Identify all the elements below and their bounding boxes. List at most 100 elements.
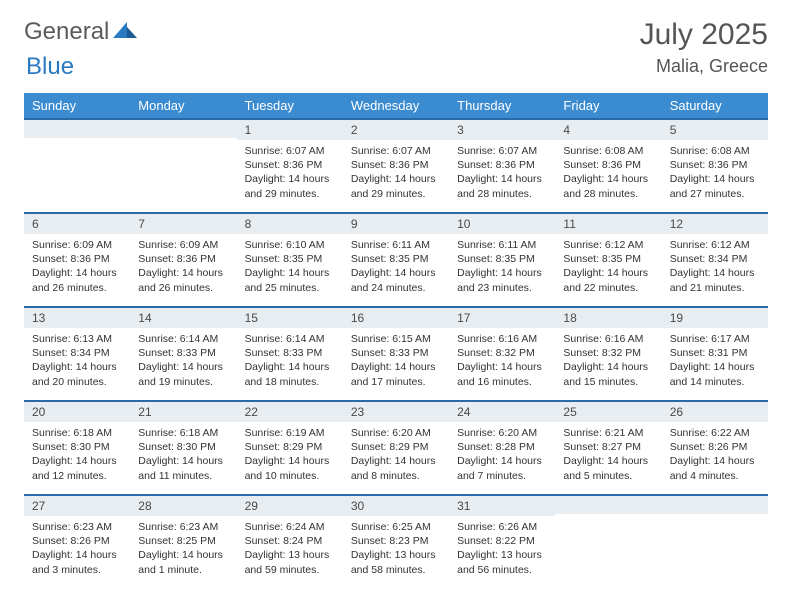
day-details: Sunrise: 6:12 AMSunset: 8:35 PMDaylight:…: [555, 234, 661, 301]
day-number: 31: [449, 496, 555, 516]
calendar-cell: 22Sunrise: 6:19 AMSunset: 8:29 PMDayligh…: [237, 401, 343, 495]
sunrise-text: Sunrise: 6:12 AM: [670, 238, 760, 252]
day-number: 18: [555, 308, 661, 328]
sunset-text: Sunset: 8:33 PM: [138, 346, 228, 360]
day-details: Sunrise: 6:23 AMSunset: 8:25 PMDaylight:…: [130, 516, 236, 583]
sunset-text: Sunset: 8:31 PM: [670, 346, 760, 360]
calendar-cell: 16Sunrise: 6:15 AMSunset: 8:33 PMDayligh…: [343, 307, 449, 401]
daylight-text: Daylight: 14 hours and 5 minutes.: [563, 454, 653, 482]
daylight-text: Daylight: 14 hours and 19 minutes.: [138, 360, 228, 388]
daylight-text: Daylight: 13 hours and 59 minutes.: [245, 548, 335, 576]
day-details: Sunrise: 6:09 AMSunset: 8:36 PMDaylight:…: [24, 234, 130, 301]
sunset-text: Sunset: 8:32 PM: [563, 346, 653, 360]
calendar-cell: 26Sunrise: 6:22 AMSunset: 8:26 PMDayligh…: [662, 401, 768, 495]
calendar-cell: [130, 119, 236, 213]
day-number: 8: [237, 214, 343, 234]
day-details: Sunrise: 6:10 AMSunset: 8:35 PMDaylight:…: [237, 234, 343, 301]
title-block: July 2025 Malia, Greece: [640, 18, 768, 77]
sunrise-text: Sunrise: 6:08 AM: [563, 144, 653, 158]
sunrise-text: Sunrise: 6:16 AM: [563, 332, 653, 346]
calendar-week-row: 1Sunrise: 6:07 AMSunset: 8:36 PMDaylight…: [24, 119, 768, 213]
calendar-cell: [24, 119, 130, 213]
calendar-cell: 29Sunrise: 6:24 AMSunset: 8:24 PMDayligh…: [237, 495, 343, 589]
sunrise-text: Sunrise: 6:21 AM: [563, 426, 653, 440]
day-number: 5: [662, 120, 768, 140]
calendar-week-row: 13Sunrise: 6:13 AMSunset: 8:34 PMDayligh…: [24, 307, 768, 401]
day-number: 11: [555, 214, 661, 234]
day-details: Sunrise: 6:18 AMSunset: 8:30 PMDaylight:…: [24, 422, 130, 489]
day-details: Sunrise: 6:09 AMSunset: 8:36 PMDaylight:…: [130, 234, 236, 301]
day-number: 3: [449, 120, 555, 140]
calendar-cell: 19Sunrise: 6:17 AMSunset: 8:31 PMDayligh…: [662, 307, 768, 401]
sunrise-text: Sunrise: 6:07 AM: [245, 144, 335, 158]
day-header: Thursday: [449, 93, 555, 119]
day-number: 26: [662, 402, 768, 422]
day-number: 15: [237, 308, 343, 328]
day-details: Sunrise: 6:11 AMSunset: 8:35 PMDaylight:…: [449, 234, 555, 301]
day-header: Sunday: [24, 93, 130, 119]
sunrise-text: Sunrise: 6:17 AM: [670, 332, 760, 346]
sunset-text: Sunset: 8:34 PM: [32, 346, 122, 360]
calendar-cell: [555, 495, 661, 589]
day-header: Friday: [555, 93, 661, 119]
day-number: 13: [24, 308, 130, 328]
daylight-text: Daylight: 14 hours and 1 minute.: [138, 548, 228, 576]
sunset-text: Sunset: 8:33 PM: [245, 346, 335, 360]
calendar-week-row: 20Sunrise: 6:18 AMSunset: 8:30 PMDayligh…: [24, 401, 768, 495]
sunset-text: Sunset: 8:36 PM: [351, 158, 441, 172]
month-title: July 2025: [640, 18, 768, 52]
sunset-text: Sunset: 8:29 PM: [245, 440, 335, 454]
day-details: Sunrise: 6:14 AMSunset: 8:33 PMDaylight:…: [237, 328, 343, 395]
daylight-text: Daylight: 14 hours and 26 minutes.: [32, 266, 122, 294]
daylight-text: Daylight: 14 hours and 14 minutes.: [670, 360, 760, 388]
calendar-cell: 6Sunrise: 6:09 AMSunset: 8:36 PMDaylight…: [24, 213, 130, 307]
calendar-cell: 28Sunrise: 6:23 AMSunset: 8:25 PMDayligh…: [130, 495, 236, 589]
sunset-text: Sunset: 8:24 PM: [245, 534, 335, 548]
day-details: Sunrise: 6:08 AMSunset: 8:36 PMDaylight:…: [555, 140, 661, 207]
day-details: Sunrise: 6:22 AMSunset: 8:26 PMDaylight:…: [662, 422, 768, 489]
calendar-cell: 8Sunrise: 6:10 AMSunset: 8:35 PMDaylight…: [237, 213, 343, 307]
sunrise-text: Sunrise: 6:26 AM: [457, 520, 547, 534]
sunset-text: Sunset: 8:33 PM: [351, 346, 441, 360]
calendar-cell: 2Sunrise: 6:07 AMSunset: 8:36 PMDaylight…: [343, 119, 449, 213]
daylight-text: Daylight: 14 hours and 20 minutes.: [32, 360, 122, 388]
sunrise-text: Sunrise: 6:09 AM: [138, 238, 228, 252]
sunset-text: Sunset: 8:32 PM: [457, 346, 547, 360]
sunset-text: Sunset: 8:36 PM: [563, 158, 653, 172]
daylight-text: Daylight: 14 hours and 3 minutes.: [32, 548, 122, 576]
day-number: 10: [449, 214, 555, 234]
calendar-cell: 1Sunrise: 6:07 AMSunset: 8:36 PMDaylight…: [237, 119, 343, 213]
daylight-text: Daylight: 14 hours and 10 minutes.: [245, 454, 335, 482]
day-header: Monday: [130, 93, 236, 119]
day-number: 29: [237, 496, 343, 516]
calendar-cell: [662, 495, 768, 589]
day-number: 17: [449, 308, 555, 328]
sunrise-text: Sunrise: 6:24 AM: [245, 520, 335, 534]
daylight-text: Daylight: 14 hours and 16 minutes.: [457, 360, 547, 388]
sunrise-text: Sunrise: 6:13 AM: [32, 332, 122, 346]
day-number: 24: [449, 402, 555, 422]
day-details: Sunrise: 6:24 AMSunset: 8:24 PMDaylight:…: [237, 516, 343, 583]
sunrise-text: Sunrise: 6:08 AM: [670, 144, 760, 158]
daylight-text: Daylight: 13 hours and 58 minutes.: [351, 548, 441, 576]
sunrise-text: Sunrise: 6:23 AM: [32, 520, 122, 534]
day-number: 20: [24, 402, 130, 422]
daylight-text: Daylight: 14 hours and 29 minutes.: [351, 172, 441, 200]
sunrise-text: Sunrise: 6:18 AM: [138, 426, 228, 440]
sunset-text: Sunset: 8:35 PM: [563, 252, 653, 266]
logo-text-general: General: [24, 18, 109, 46]
day-number: 16: [343, 308, 449, 328]
day-number: 28: [130, 496, 236, 516]
day-number: [662, 496, 768, 514]
daylight-text: Daylight: 14 hours and 21 minutes.: [670, 266, 760, 294]
day-header: Saturday: [662, 93, 768, 119]
sunrise-text: Sunrise: 6:23 AM: [138, 520, 228, 534]
day-number: [130, 120, 236, 138]
calendar-cell: 21Sunrise: 6:18 AMSunset: 8:30 PMDayligh…: [130, 401, 236, 495]
day-details: Sunrise: 6:18 AMSunset: 8:30 PMDaylight:…: [130, 422, 236, 489]
day-details: Sunrise: 6:16 AMSunset: 8:32 PMDaylight:…: [449, 328, 555, 395]
sunset-text: Sunset: 8:23 PM: [351, 534, 441, 548]
day-details: Sunrise: 6:19 AMSunset: 8:29 PMDaylight:…: [237, 422, 343, 489]
day-number: 21: [130, 402, 236, 422]
day-details: Sunrise: 6:20 AMSunset: 8:29 PMDaylight:…: [343, 422, 449, 489]
